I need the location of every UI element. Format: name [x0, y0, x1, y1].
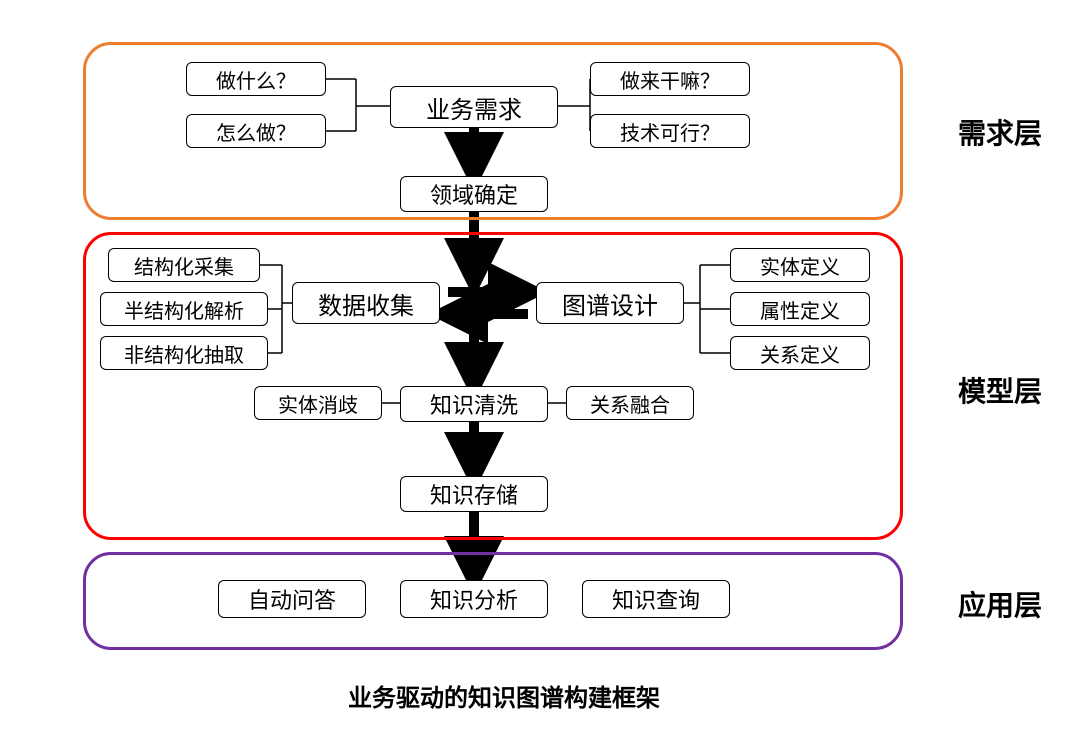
diagram-stage: 需求层模型层应用层 业务需求 做什么？ 怎么做？ 做来干嘛？ 技术可行？ 领域确定数据收集 图… [0, 0, 1080, 732]
node-semi: 半结构化解析 [100, 292, 268, 326]
node-query: 知识查询 [582, 580, 730, 618]
node-domain: 领域确定 [400, 176, 548, 212]
node-why: 做来干嘛？ [590, 62, 750, 96]
node-what: 做什么？ [186, 62, 326, 96]
layer-label-model: 模型层 [958, 370, 1042, 410]
node-tech: 技术可行？ [590, 114, 750, 148]
layer-label-app: 应用层 [958, 584, 1042, 624]
node-struct: 结构化采集 [108, 248, 260, 282]
node-attr: 属性定义 [730, 292, 870, 326]
node-disambig: 实体消歧 [254, 386, 382, 420]
diagram-title: 业务驱动的知识图谱构建框架 [348, 678, 660, 713]
node-entity: 实体定义 [730, 248, 870, 282]
node-biz: 业务需求 [390, 86, 558, 128]
node-qa: 自动问答 [218, 580, 366, 618]
layer-label-req: 需求层 [958, 112, 1042, 152]
node-graph: 图谱设计 [536, 282, 684, 324]
node-rel: 关系定义 [730, 336, 870, 370]
node-collect: 数据收集 [292, 282, 440, 324]
node-store: 知识存储 [400, 476, 548, 512]
node-unstruct: 非结构化抽取 [100, 336, 268, 370]
node-fuse: 关系融合 [566, 386, 694, 420]
node-how: 怎么做？ [186, 114, 326, 148]
node-clean: 知识清洗 [400, 386, 548, 422]
node-analysis: 知识分析 [400, 580, 548, 618]
